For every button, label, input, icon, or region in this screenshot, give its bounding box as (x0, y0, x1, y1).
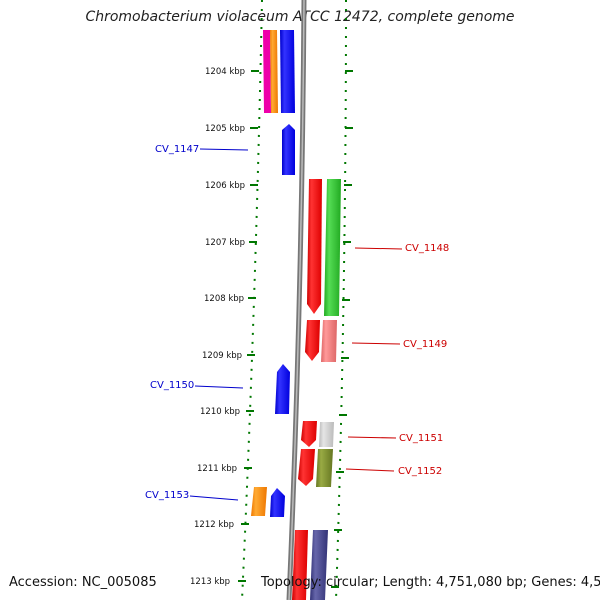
tick-label: 1206 kbp (205, 181, 245, 191)
gene-cv1153-blue[interactable] (270, 488, 285, 517)
tick-label: 1210 kbp (200, 407, 240, 417)
gene-label-cv1152[interactable]: CV_1152 (398, 466, 442, 477)
gene-cv1149-red[interactable] (305, 320, 320, 361)
tick-label: 1208 kbp (204, 294, 244, 304)
gene-cv1151-red[interactable] (301, 421, 317, 447)
tick-label: 1212 kbp (194, 520, 234, 530)
gene-label-cv1151[interactable]: CV_1151 (399, 433, 443, 444)
tick-label: 1205 kbp (205, 124, 245, 134)
tick-label: 1209 kbp (202, 351, 242, 361)
map-title: Chromobacterium violaceum ATCC 12472, co… (85, 9, 515, 25)
gene-cv1151-grey[interactable] (319, 422, 334, 447)
gene-cv1152-red[interactable] (298, 449, 315, 486)
gene-cv1150[interactable] (275, 364, 290, 414)
gene-cv1148-red[interactable] (307, 179, 322, 314)
accession-text: Accession: NC_005085 (9, 575, 157, 590)
gene-label-cv1148[interactable]: CV_1148 (405, 243, 449, 254)
top-features (263, 30, 295, 113)
tick-label: 1211 kbp (197, 464, 237, 474)
gene-cv1147[interactable] (282, 124, 295, 175)
tick-label: 1204 kbp (205, 67, 245, 77)
gene-cv1149-pink[interactable] (321, 320, 337, 362)
topology-text: Topology: circular; Length: 4,751,080 bp… (261, 575, 600, 590)
bottom-features (292, 530, 328, 600)
tick-marks (238, 70, 353, 588)
gene-label-cv1153[interactable]: CV_1153 (145, 490, 189, 501)
gene-cv1152-olive[interactable] (316, 449, 333, 487)
tick-label: 1213 kbp (190, 577, 230, 587)
gene-label-cv1149[interactable]: CV_1149 (403, 339, 447, 350)
tick-labels: 1204 kbp 1205 kbp 1206 kbp 1207 kbp 1208… (190, 67, 245, 587)
gene-cv1153-orange[interactable] (251, 487, 267, 516)
tick-label: 1207 kbp (205, 238, 245, 248)
leader-lines (189, 148, 403, 501)
gene-label-cv1150[interactable]: CV_1150 (150, 380, 194, 391)
gene-label-cv1147[interactable]: CV_1147 (155, 144, 199, 155)
gene-cv1148-green[interactable] (324, 179, 341, 316)
